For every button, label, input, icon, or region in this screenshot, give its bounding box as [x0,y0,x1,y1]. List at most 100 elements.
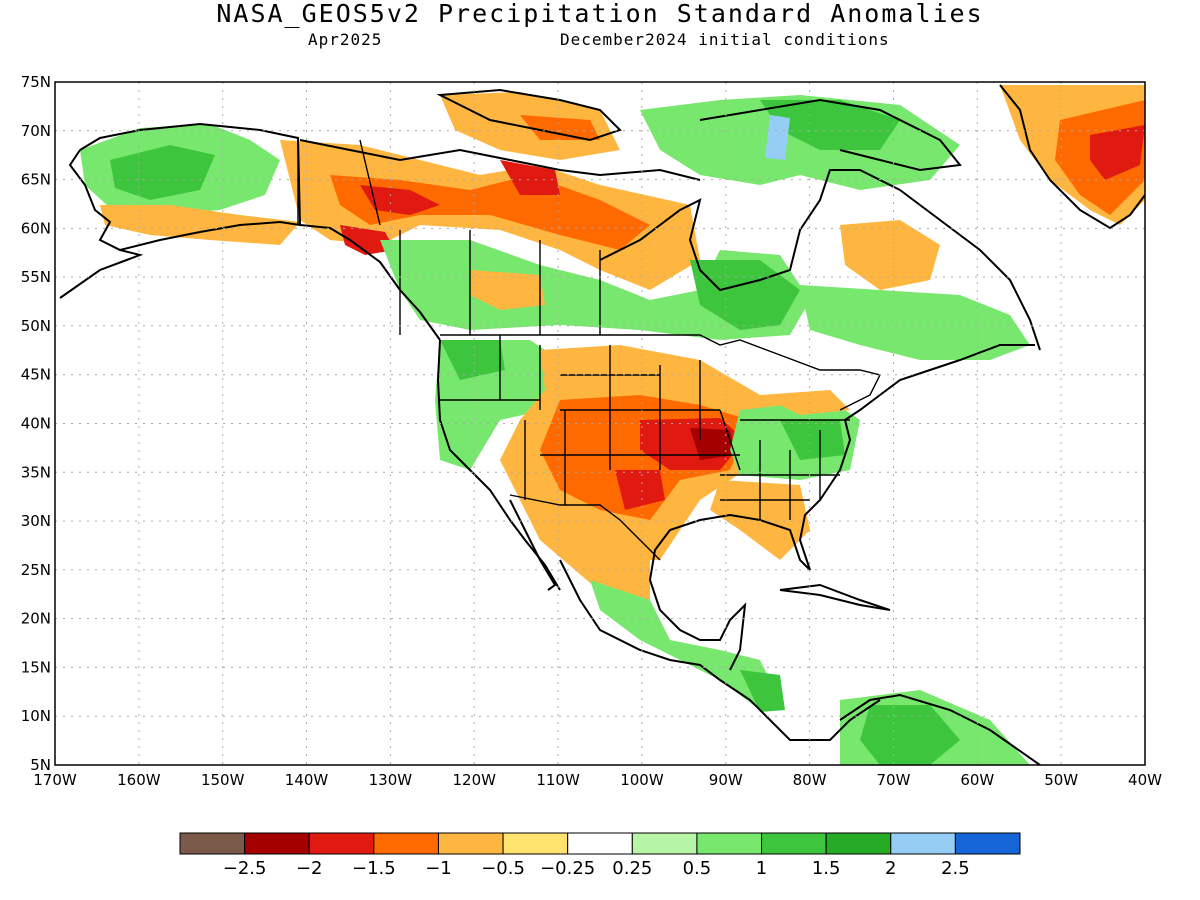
lat-tick-label: 40N [21,415,51,433]
colorbar-label: 0.25 [612,858,652,879]
lat-tick-label: 5N [30,756,51,774]
lat-tick-label: 45N [21,366,51,384]
colorbar-swatch [631,832,698,855]
colorbar-label: 1 [756,858,767,879]
map-title: NASA_GEOS5v2 Precipitation Standard Anom… [216,0,984,28]
map-frame [54,81,1146,766]
coastline-south-america [839,693,1041,765]
border-us-canada [440,334,882,411]
colorbar-label: 2.5 [941,858,970,879]
anomaly-region-baffin-wet-extreme [765,115,790,160]
anomaly-region-hudson-wet-strong [690,260,800,330]
coastline-baja [509,499,557,591]
anomaly-region-yukon-dry-severe [360,185,440,215]
colorbar-swatch [696,832,763,855]
lon-tick-label: 90W [709,771,743,789]
anomaly-region-prairies-wet [380,240,810,340]
border-canada-provinces [359,139,601,335]
anomaly-region-texas-dry-severe [615,470,665,510]
colorbar-label: 0.5 [683,858,712,879]
coastline-alaska-south [119,220,301,251]
lon-tick-label: 40W [1128,771,1162,789]
colorbar-swatch [244,832,310,855]
lat-tick-label: 70N [21,122,51,140]
lon-tick-label: 50W [1044,771,1078,789]
coastline-arctic-islands [436,88,622,142]
lon-tick-label: 60W [960,771,994,789]
coastline-gulf [648,344,1035,611]
initial-conditions-label: December2024 initial conditions [560,30,890,49]
lon-tick-label: 120W [452,771,496,789]
anomaly-region-pacific-nw-wet-strong [440,340,505,380]
anomaly-region-mexico-wet [590,580,780,710]
anomaly-region-alaska-south-dry [100,205,300,245]
anomaly-region-south-america-wet-strong [860,705,960,765]
coastline-yucatan [659,602,747,671]
anomaly-region-northeast-dry [760,390,850,415]
anomaly-region-alaska-wet-core [110,145,215,200]
colorbar-swatch [825,832,892,855]
colorbar-swatch [179,832,246,855]
lat-tick-label: 25N [21,561,51,579]
colorbar: −2.5 −2 −1.5 −1 −0.5 −0.25 0.25 0.5 1 1.5 2 2.5 [179,832,1021,879]
lat-tick-label: 35N [21,463,51,481]
anomaly-region-bc-dry-severe [340,225,395,255]
lon-tick-label: 100W [620,771,664,789]
lon-tick-label: 80W [793,771,827,789]
coastline-cuba [779,583,891,611]
colorbar-swatch [308,832,375,855]
lon-tick-label: 110W [536,771,580,789]
lat-tick-label: 20N [21,610,51,628]
forecast-month: Apr2025 [308,30,383,49]
coastline-alaska-west [59,149,144,299]
coastline-greenland [999,84,1145,230]
border-us-states-1 [440,335,740,505]
lat-tick-label: 15N [21,658,51,676]
colorbar-label: −1.5 [352,858,396,879]
lat-tick-label: 65N [21,171,51,189]
anomaly-region-appalachian-wet-strong [780,420,845,460]
colorbar-swatch [502,832,569,855]
lon-tick-label: 160W [117,771,161,789]
coastlines [59,84,1145,765]
lon-tick-label: 140W [285,771,329,789]
anomaly-region-greenland-dry-severe [1090,125,1145,180]
anomaly-region-mackenzie-dry-severe [500,160,560,195]
lon-tick-label: 150W [201,771,245,789]
colorbar-label: −0.25 [540,858,595,879]
lat-tick-label: 55N [21,268,51,286]
colorbar-label: −1 [425,858,452,879]
anomaly-region-ozark-dry-extreme [690,428,735,460]
lat-tick-label: 10N [21,707,51,725]
lat-lon-grid [55,82,1145,765]
anomaly-field [80,85,1145,765]
anomaly-region-alberta-dry [470,270,545,310]
lat-tick-label: 75N [21,73,51,91]
colorbar-swatch [890,832,956,855]
political-borders [297,138,882,561]
coastline-mexico-pacific [559,559,881,741]
border-us-states-2 [699,360,850,520]
anomaly-region-quebec-wet [800,285,1030,360]
axis-tick-labels: 75N 70N 65N 60N 55N 50N 45N 40N 35N 30N 25N 20N 15N 1… [21,73,1162,789]
anomaly-region-central-america-wet-strong [740,670,785,712]
anomaly-region-labrador-dry [840,220,940,290]
anomaly-region-mexico-dry [520,500,650,600]
lat-tick-label: 30N [21,512,51,530]
colorbar-label: −0.5 [481,858,525,879]
coastline-labrador [899,189,1041,351]
lon-tick-label: 70W [877,771,911,789]
colorbar-label: −2 [296,858,323,879]
colorbar-label: −2.5 [223,858,267,879]
colorbar-swatch [373,832,439,855]
colorbar-swatch [567,832,633,855]
colorbar-label: 1.5 [812,858,841,879]
colorbar-swatch [954,832,1021,855]
colorbar-swatch [437,832,504,855]
coastline-pacific-us [436,339,561,591]
colorbar-label: 2 [885,858,896,879]
coastline-hudson-bay [599,169,901,292]
anomaly-region-baffin-wet-strong [760,100,900,150]
lon-tick-label: 130W [369,771,413,789]
colorbar-swatch [761,832,827,855]
